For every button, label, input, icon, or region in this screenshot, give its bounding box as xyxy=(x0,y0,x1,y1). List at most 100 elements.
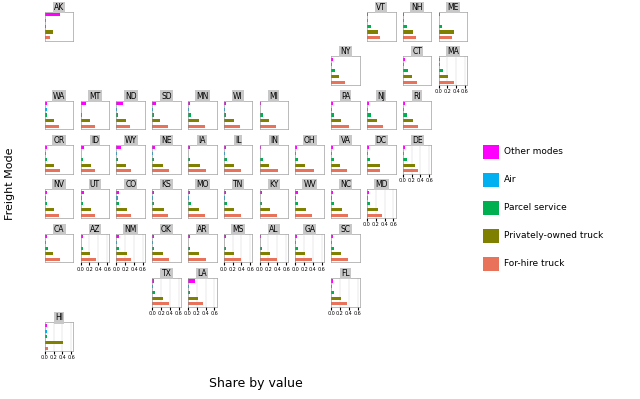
Bar xyxy=(403,146,404,150)
Bar xyxy=(296,252,305,255)
Bar xyxy=(45,191,47,194)
Bar xyxy=(403,57,404,61)
Bar xyxy=(331,252,341,255)
Bar xyxy=(81,102,86,105)
Title: LA: LA xyxy=(198,269,207,278)
Bar xyxy=(116,191,119,194)
Title: MD: MD xyxy=(375,180,388,190)
Bar xyxy=(188,158,190,161)
Bar xyxy=(81,196,82,200)
Title: KY: KY xyxy=(269,180,278,190)
Bar xyxy=(188,146,190,150)
Bar xyxy=(224,113,227,117)
Bar xyxy=(45,252,52,255)
Bar xyxy=(296,258,312,261)
Bar xyxy=(367,146,369,150)
Bar xyxy=(188,279,195,282)
Bar xyxy=(331,285,333,288)
Text: Parcel service: Parcel service xyxy=(504,203,566,212)
Title: DE: DE xyxy=(412,136,422,145)
Bar xyxy=(116,125,131,128)
Title: IN: IN xyxy=(270,136,278,145)
Title: ND: ND xyxy=(125,92,136,101)
Bar xyxy=(403,113,407,117)
Bar xyxy=(224,258,241,261)
Bar xyxy=(296,202,298,205)
Bar xyxy=(403,81,417,84)
Bar xyxy=(438,36,452,40)
Bar xyxy=(331,241,332,244)
Bar xyxy=(188,291,190,294)
Title: MS: MS xyxy=(232,225,244,234)
Bar xyxy=(152,125,168,128)
Bar xyxy=(188,202,191,205)
Bar xyxy=(331,108,332,111)
Bar xyxy=(45,324,47,327)
Bar xyxy=(438,25,442,28)
Bar xyxy=(188,108,189,111)
Title: SC: SC xyxy=(340,225,351,234)
Bar xyxy=(331,291,334,294)
Bar xyxy=(331,152,333,155)
Title: FL: FL xyxy=(341,269,350,278)
Title: MA: MA xyxy=(447,47,459,56)
Bar xyxy=(260,125,276,128)
Bar xyxy=(116,113,118,117)
Title: CA: CA xyxy=(54,225,65,234)
Text: Freight Mode: Freight Mode xyxy=(4,147,15,220)
Bar xyxy=(296,146,297,150)
Title: OH: OH xyxy=(304,136,316,145)
Bar xyxy=(331,102,333,105)
Title: MI: MI xyxy=(269,92,278,101)
Title: IA: IA xyxy=(198,136,206,145)
Bar xyxy=(45,113,47,117)
Title: NE: NE xyxy=(161,136,172,145)
Title: NV: NV xyxy=(54,180,65,190)
Bar xyxy=(81,191,84,194)
Bar xyxy=(188,247,190,250)
Bar xyxy=(188,302,204,306)
Bar xyxy=(45,330,47,333)
Bar xyxy=(296,247,298,250)
Bar xyxy=(45,202,47,205)
Bar xyxy=(403,125,418,128)
Bar xyxy=(81,146,84,150)
Bar xyxy=(438,13,440,16)
Bar xyxy=(116,102,123,105)
Bar xyxy=(331,258,348,261)
Bar xyxy=(367,202,370,205)
Bar xyxy=(331,125,349,128)
Bar xyxy=(81,119,90,122)
Bar xyxy=(152,146,155,150)
Bar xyxy=(81,164,91,167)
Bar xyxy=(81,252,90,255)
Bar xyxy=(116,208,127,211)
Bar xyxy=(331,119,341,122)
Title: ID: ID xyxy=(91,136,99,145)
Bar xyxy=(260,113,262,117)
Bar xyxy=(438,30,454,34)
Bar xyxy=(403,75,412,78)
Bar xyxy=(224,119,234,122)
Bar xyxy=(331,146,333,150)
Bar xyxy=(224,169,241,172)
Bar xyxy=(224,164,234,167)
Bar xyxy=(116,196,118,200)
Bar xyxy=(188,208,199,211)
Title: NM: NM xyxy=(125,225,137,234)
Bar xyxy=(296,169,314,172)
Title: TX: TX xyxy=(161,269,172,278)
Bar xyxy=(116,119,126,122)
Bar xyxy=(116,247,118,250)
Bar xyxy=(188,169,205,172)
Bar xyxy=(116,146,121,150)
Bar xyxy=(438,81,454,84)
Bar xyxy=(403,25,407,28)
Bar xyxy=(45,164,54,167)
Bar xyxy=(224,202,227,205)
Bar xyxy=(45,36,50,40)
Bar xyxy=(403,102,404,105)
Title: NH: NH xyxy=(412,3,423,12)
Bar xyxy=(260,258,277,261)
Bar xyxy=(331,213,348,217)
